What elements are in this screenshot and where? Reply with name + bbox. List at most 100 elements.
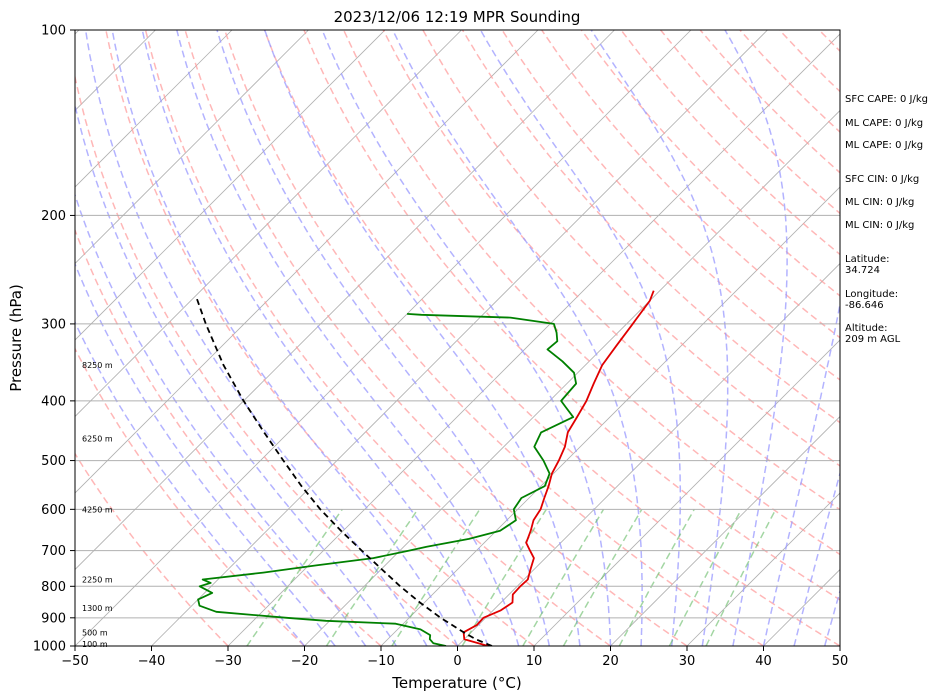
x-tick-label: 30 <box>679 654 696 669</box>
parcel-profile <box>194 295 493 646</box>
y-tick-label: 900 <box>41 611 66 626</box>
moist-adiabat-line <box>392 30 643 646</box>
isotherm-line <box>610 415 840 646</box>
y-tick-label: 1000 <box>33 640 66 655</box>
data-lines <box>194 290 655 646</box>
moist-adiabat-line <box>75 320 306 646</box>
x-tick-label: 0 <box>453 654 461 669</box>
dry-adiabat-line <box>75 228 382 646</box>
dry-adiabat-line <box>105 30 535 646</box>
moist-adiabat-line <box>141 30 489 646</box>
y-tick-label: 800 <box>41 580 66 595</box>
dry-adiabat-line <box>501 30 840 381</box>
x-tick-label: −40 <box>138 654 165 669</box>
dry-adiabat-line <box>422 30 840 467</box>
isotherm-line <box>75 30 615 571</box>
isotherm-line <box>75 30 692 646</box>
moist-adiabat-line <box>75 102 397 646</box>
isotherm-line <box>0 30 3 646</box>
dry-adiabat-line <box>75 73 458 646</box>
dry-adiabat-line <box>75 452 229 646</box>
chart-title: 2023/12/06 12:19 MPR Sounding <box>334 8 581 26</box>
isotherm-line <box>304 109 840 646</box>
y-tick-label: 400 <box>41 394 66 409</box>
temperature-profile <box>462 290 655 646</box>
stat-line: SFC CAPE: 0 J/kg <box>845 94 928 105</box>
isotherm-line <box>227 33 840 646</box>
isotherm-line <box>75 30 309 265</box>
x-tick-label: 50 <box>832 654 849 669</box>
dry-adiabat-line <box>144 30 611 646</box>
moist-adiabat-line <box>823 588 840 646</box>
dry-adiabat-line <box>580 30 840 297</box>
y-ticks: 100 200 300 400 500 600 700 800 900 1000 <box>33 24 75 655</box>
y-tick-label: 600 <box>41 503 66 518</box>
stat-line: ML CAPE: 0 J/kg <box>845 140 923 151</box>
dry-adiabat-line <box>541 30 840 339</box>
moist-adiabat-line <box>724 30 788 646</box>
isotherm-line <box>686 492 840 646</box>
dry-adiabat-line <box>382 30 840 511</box>
x-tick-label: −20 <box>291 654 318 669</box>
plot-background <box>75 30 840 646</box>
x-tick-label: 10 <box>526 654 543 669</box>
moist-adiabat-line <box>263 30 581 646</box>
moist-adiabat-line <box>762 300 840 646</box>
dry-adiabat-line <box>75 347 306 646</box>
isotherm-line <box>533 339 840 646</box>
height-label: 1300 m <box>82 604 113 613</box>
y-tick-label: 100 <box>41 24 66 39</box>
moist-adiabat-line <box>479 30 682 646</box>
y-tick-label: 300 <box>41 317 66 332</box>
dry-adiabat-line <box>342 30 840 556</box>
height-label: 8250 m <box>82 361 113 370</box>
location-value: -86.646 <box>845 300 884 311</box>
dry-adiabat-line <box>223 30 764 646</box>
x-tick-label: −30 <box>214 654 241 669</box>
isotherm-line <box>75 30 462 418</box>
x-axis-title: Temperature (°C) <box>391 674 521 692</box>
stat-line: ML CAPE: 0 J/kg <box>845 118 923 129</box>
height-labels: 100 m 500 m 1300 m 2250 m 4250 m 6250 m 8250 m <box>82 361 113 649</box>
x-tick-label: −50 <box>61 654 88 669</box>
location-value: 34.724 <box>845 265 880 276</box>
height-label: 6250 m <box>82 434 113 443</box>
height-label: 500 m <box>82 628 108 637</box>
location-label: Latitude: <box>845 254 890 265</box>
moist-adiabat-line <box>111 30 459 646</box>
moist-adiabat-line <box>75 192 367 646</box>
moist-adiabat-line <box>176 30 520 646</box>
stat-line: ML CIN: 0 J/kg <box>845 220 914 231</box>
y-tick-label: 700 <box>41 544 66 559</box>
dewpoint-profile <box>197 313 577 646</box>
isotherm-line <box>380 186 840 646</box>
x-tick-label: −10 <box>367 654 394 669</box>
y-tick-label: 200 <box>41 209 66 224</box>
dry-adiabat-line <box>461 30 840 424</box>
dry-adiabat-line <box>184 30 688 646</box>
moist-adiabat-line <box>216 30 551 646</box>
location-value: 209 m AGL <box>845 334 901 345</box>
isotherm-line <box>75 30 539 494</box>
location-label: Longitude: <box>845 289 898 300</box>
moist-adiabat-line <box>793 470 840 646</box>
stat-line: SFC CIN: 0 J/kg <box>845 174 919 185</box>
dry-adiabat-line <box>303 30 840 601</box>
location-label: Altitude: <box>845 323 887 334</box>
height-label: 2250 m <box>82 576 113 585</box>
stats-panel: SFC CAPE: 0 J/kg ML CAPE: 0 J/kg ML CAPE: … <box>845 94 928 345</box>
x-ticks: −50 −40 −30 −20 −10 0 10 20 30 40 50 <box>61 646 848 669</box>
moist-adiabat-line <box>84 30 428 646</box>
background-lines <box>0 30 840 646</box>
height-label: 100 m <box>82 640 108 649</box>
x-tick-label: 20 <box>602 654 619 669</box>
isotherm-line <box>75 30 386 341</box>
height-label: 4250 m <box>82 505 113 514</box>
stat-line: ML CIN: 0 J/kg <box>845 197 914 208</box>
dry-adiabat-line <box>263 30 840 646</box>
y-tick-label: 500 <box>41 454 66 469</box>
y-axis-title: Pressure (hPa) <box>7 284 25 392</box>
moist-adiabat-line <box>75 262 336 646</box>
isotherm-line <box>75 30 233 188</box>
